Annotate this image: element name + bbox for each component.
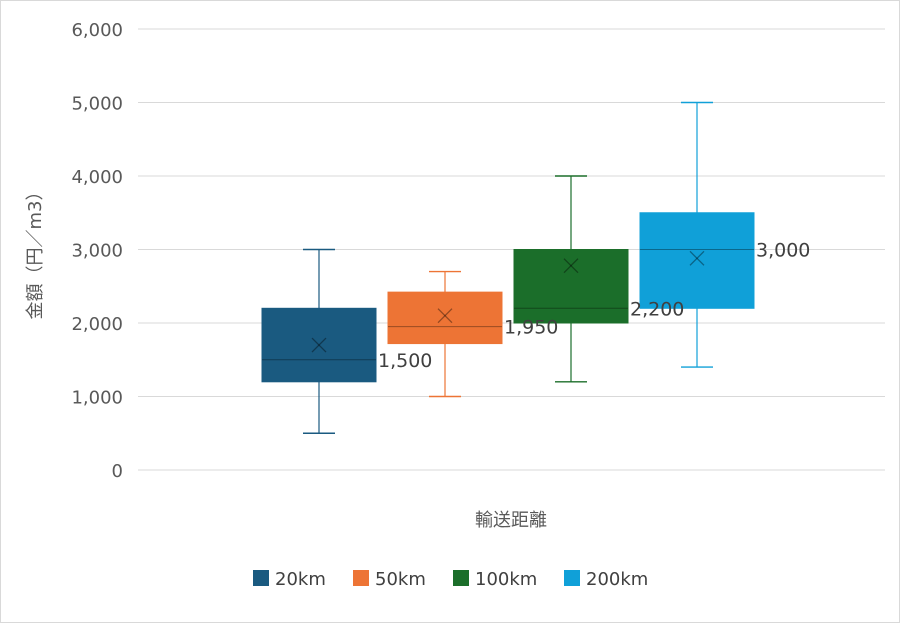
legend-label: 20km [275, 569, 326, 590]
y-tick-label: 3,000 [71, 241, 123, 262]
x-axis-title: 輸送距離 [475, 510, 547, 531]
box-rect [387, 291, 503, 345]
mean-marker [563, 258, 579, 274]
mean-marker [311, 337, 327, 353]
y-axis-ticks: 0 1,000 2,000 3,000 4,000 5,000 6,000 [71, 20, 123, 482]
y-axis-title: 金額（円／m3） [25, 183, 46, 320]
y-tick-label: 1,000 [71, 388, 123, 409]
box-20km [261, 248, 377, 434]
box-rect [261, 307, 377, 383]
legend: 20km 50km 100km 200km [253, 569, 648, 590]
legend-swatch [453, 570, 469, 586]
median-label: 2,200 [630, 298, 684, 320]
legend-label: 200km [586, 569, 648, 590]
box-series [261, 101, 755, 434]
mean-marker [437, 308, 453, 324]
legend-swatch [564, 570, 580, 586]
legend-swatch [353, 570, 369, 586]
median-label: 1,950 [504, 317, 558, 339]
box-200km [639, 101, 755, 368]
y-tick-label: 4,000 [71, 167, 123, 188]
y-tick-label: 0 [112, 461, 123, 482]
box-50km [387, 270, 503, 398]
box-rect [513, 249, 629, 324]
legend-label: 100km [475, 569, 537, 590]
mean-marker [437, 308, 453, 324]
mean-marker [689, 250, 705, 266]
box-100km [513, 175, 629, 383]
median-label: 1,500 [378, 350, 432, 372]
legend-label: 50km [375, 569, 426, 590]
mean-marker [689, 250, 705, 266]
y-tick-label: 2,000 [71, 314, 123, 335]
box-rect [639, 212, 755, 309]
y-tick-label: 5,000 [71, 94, 123, 115]
legend-swatch [253, 570, 269, 586]
mean-marker [311, 337, 327, 353]
mean-marker [563, 258, 579, 274]
y-tick-label: 6,000 [71, 20, 123, 41]
median-labels: 1,500 1,950 2,200 3,000 [378, 240, 810, 372]
median-label: 3,000 [756, 240, 810, 262]
